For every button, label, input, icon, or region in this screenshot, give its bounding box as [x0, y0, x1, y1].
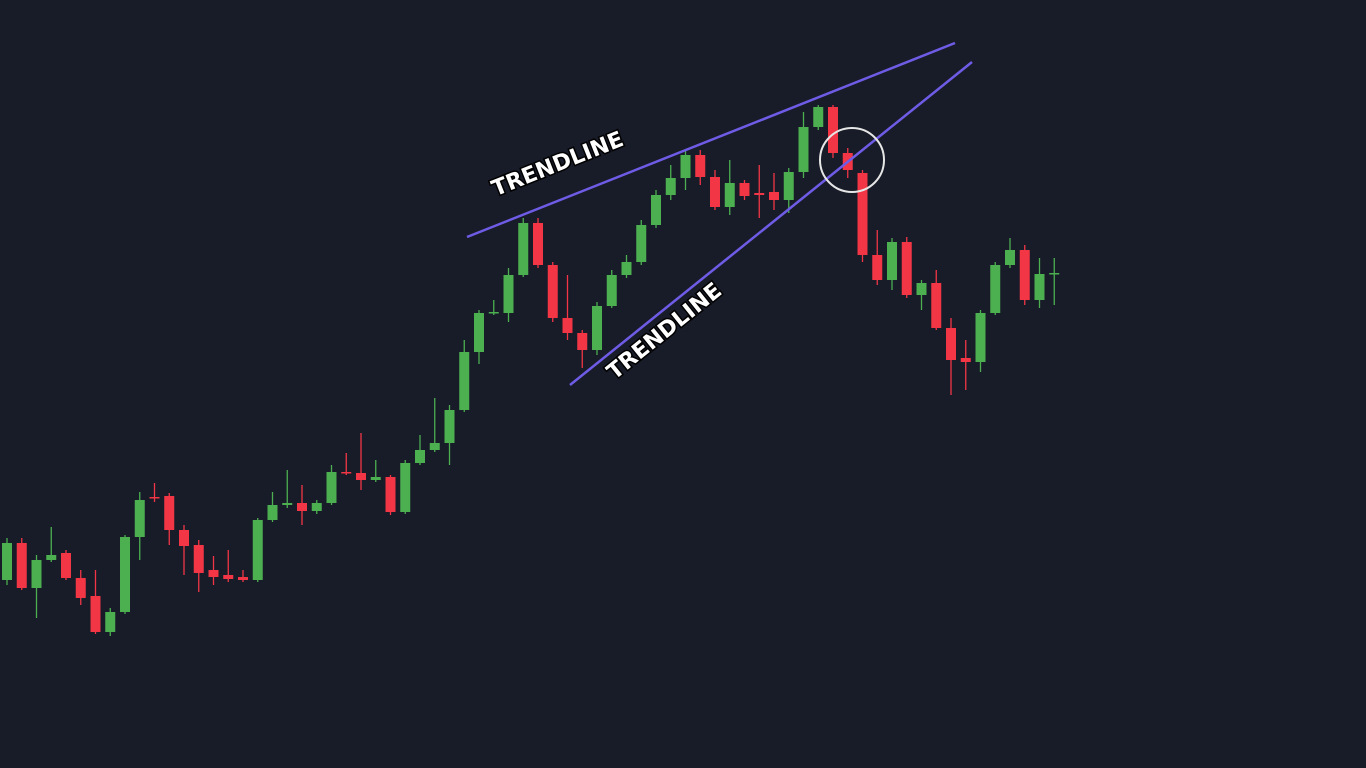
upper-trendline [466, 41, 956, 239]
candle-body [754, 193, 765, 195]
candle-body [901, 242, 912, 295]
candle-body [887, 242, 897, 280]
candle-body [90, 596, 101, 632]
candle-body [415, 450, 425, 463]
breakout-circle [819, 127, 885, 193]
candle-body [149, 497, 160, 499]
candle-body [1049, 273, 1060, 275]
candle-body [960, 358, 971, 362]
candle-body [120, 537, 130, 612]
candle-body [474, 313, 484, 352]
candle-body [872, 255, 883, 280]
candle-body [724, 183, 735, 207]
candle-body [769, 192, 779, 200]
candle-body [577, 333, 588, 350]
candles [2, 105, 1060, 636]
candle-body [547, 265, 558, 318]
candle-body [134, 500, 145, 537]
candle-body [518, 223, 529, 275]
candle-body [680, 155, 691, 178]
candle-body [341, 472, 352, 474]
candle-body [385, 477, 396, 512]
candle-body [651, 195, 661, 225]
candle-body [975, 313, 986, 362]
candle-body [311, 503, 322, 511]
candle-body [813, 107, 824, 127]
candle-body [179, 530, 189, 546]
candle-body [326, 472, 337, 503]
candle-body [503, 275, 514, 313]
candle-body [400, 463, 411, 512]
candle-body [164, 496, 175, 530]
candle-body [223, 575, 234, 579]
candle-body [739, 183, 750, 196]
candle-body [798, 127, 809, 172]
candle-body [990, 265, 1001, 313]
candle-body [533, 223, 543, 265]
candle-body [710, 177, 720, 207]
candle-body [429, 443, 440, 450]
candle-body [238, 577, 248, 580]
candle-body [562, 318, 573, 333]
candle-body [208, 570, 219, 577]
candle-body [665, 178, 676, 195]
candle-body [267, 505, 278, 520]
candle-body [621, 262, 632, 275]
candle-body [931, 283, 942, 328]
candle-body [857, 173, 868, 255]
candle-body [370, 477, 381, 480]
candle-body [946, 328, 956, 360]
candle-body [1005, 250, 1015, 265]
candle-body [695, 155, 706, 177]
candle-body [31, 560, 42, 588]
candle-body [282, 503, 293, 505]
candle-body [783, 172, 794, 200]
candle-body [828, 107, 838, 153]
candle-body [16, 543, 27, 588]
candle-body [488, 312, 499, 314]
candle-body [916, 283, 927, 295]
candle-body [75, 578, 86, 598]
candle-body [46, 555, 57, 560]
candle-body [193, 545, 204, 573]
candle-body [297, 503, 307, 511]
candle-body [636, 225, 647, 262]
candle-body [606, 275, 617, 306]
candle-body [444, 410, 455, 443]
candle-body [61, 553, 71, 578]
candle-body [356, 473, 366, 480]
candle-body [252, 520, 263, 580]
lower-trendline [569, 61, 973, 386]
candle-body [459, 352, 470, 410]
candle-body [2, 543, 12, 580]
candle-body [105, 612, 116, 632]
candle-body [1019, 250, 1030, 300]
candle-body [592, 306, 602, 350]
candle-body [1034, 274, 1045, 300]
